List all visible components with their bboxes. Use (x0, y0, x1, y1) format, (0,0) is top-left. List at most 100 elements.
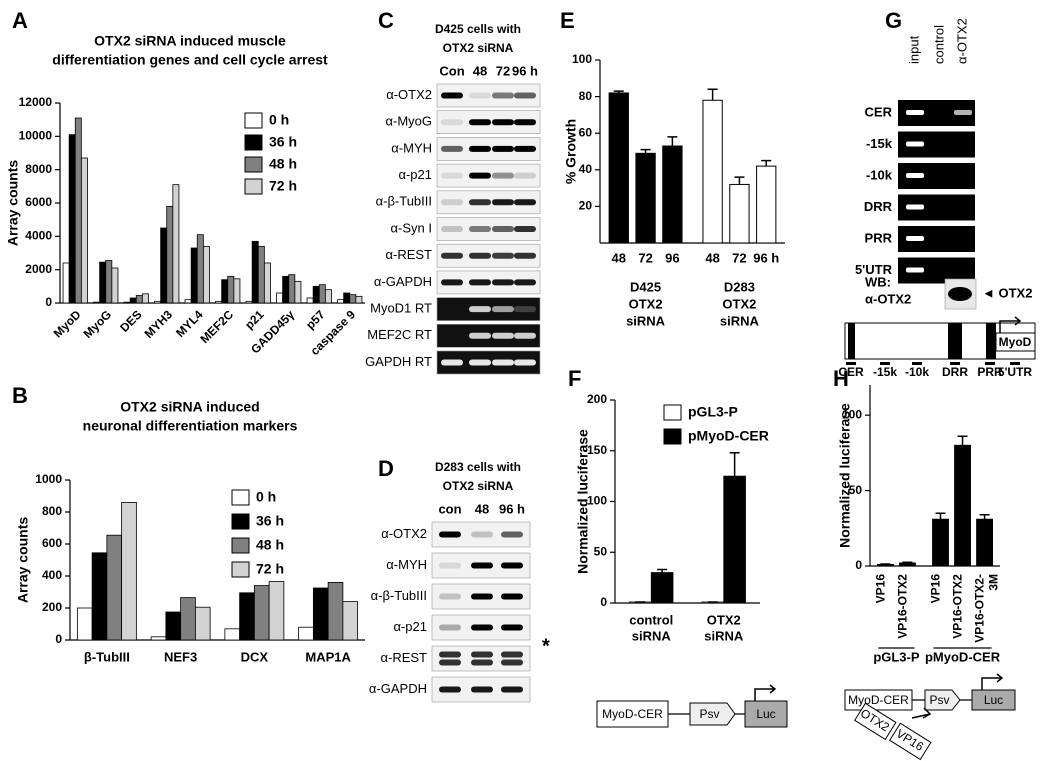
legend-label: 36 h (269, 134, 297, 150)
bar (294, 280, 302, 304)
y-tick-label: 2000 (25, 262, 52, 276)
band (439, 659, 461, 666)
x-tick-label: VP16-OTX2 (896, 574, 910, 639)
legend-swatch (244, 134, 263, 151)
band (439, 562, 461, 569)
band (492, 332, 514, 339)
bar (239, 592, 255, 641)
error-bar (979, 513, 990, 520)
probe (880, 362, 890, 365)
y-tick-label: 200 (587, 392, 607, 406)
construct-box (844, 689, 913, 711)
bar (233, 278, 241, 304)
band (441, 279, 463, 286)
band (501, 531, 523, 538)
bar (342, 601, 359, 641)
panel-letter: D (378, 456, 394, 481)
bar (135, 295, 143, 304)
bar (129, 297, 137, 304)
bar (74, 117, 82, 304)
bar (355, 295, 363, 304)
row-label: -15k (866, 136, 893, 151)
band (441, 199, 463, 206)
band (514, 172, 536, 179)
error-bar (640, 148, 651, 154)
row-label: α-p21 (393, 619, 427, 634)
x-tick-label: control (629, 612, 673, 627)
y-axis-label: Normalized luciferase (575, 429, 591, 574)
x-tick-label: VP16 (929, 574, 943, 604)
legend-swatch (244, 112, 263, 129)
band (514, 226, 536, 232)
y-tick-label: 60 (579, 125, 593, 139)
probe (1010, 362, 1020, 365)
y-tick-label: 4000 (25, 229, 52, 243)
row-label: MyoD1 RT (370, 301, 432, 316)
panel-letter: C (378, 8, 394, 33)
bar (224, 628, 241, 641)
wb-band-label: ◄ OTX2 (982, 285, 1032, 300)
legend-swatch (244, 156, 263, 173)
band (469, 226, 491, 232)
lane-label: 72 (496, 63, 510, 78)
blot-title: OTX2 siRNA (443, 41, 514, 55)
error-bar (729, 452, 740, 477)
bar (312, 587, 329, 641)
bar (756, 165, 777, 244)
error-bar (707, 88, 718, 101)
gene-box (995, 332, 1036, 352)
y-tick-label: 400 (42, 568, 62, 582)
group-label: siRNA (720, 313, 760, 328)
y-tick-label: 0 (855, 558, 862, 572)
row-label: α-β-TubIII (376, 194, 432, 209)
y-tick-label: 0 (45, 295, 52, 309)
band (469, 252, 491, 259)
x-tick-label: 48 (705, 250, 719, 265)
marker: * (542, 635, 550, 657)
x-tick-label: MAP1A (305, 649, 351, 664)
bar (324, 289, 332, 304)
bar (276, 292, 284, 304)
element (948, 323, 962, 359)
legend-label: pMyoD-CER (688, 428, 769, 444)
error-bar (667, 136, 678, 147)
y-tick-label: 150 (587, 443, 607, 457)
band (906, 173, 924, 178)
map-label: PRR (977, 365, 1003, 379)
band (439, 531, 461, 538)
bar (141, 293, 149, 304)
row-label: α-OTX2 (386, 87, 432, 102)
construct-label: MyoD-CER (848, 693, 909, 707)
x-tick-label: 96 h (753, 250, 779, 265)
bar (349, 294, 357, 304)
bar (121, 501, 137, 641)
bar (282, 275, 290, 304)
row-label: α-MyoG (385, 114, 432, 129)
band (471, 624, 493, 631)
panel-letter: E (560, 8, 575, 33)
band (469, 172, 491, 179)
x-tick-label: MyoD (51, 307, 84, 340)
legend-label: 36 h (256, 513, 284, 529)
bar (635, 152, 656, 244)
bar (245, 300, 253, 304)
bar (253, 585, 270, 641)
x-tick-label: VP16 (874, 574, 888, 604)
row-label: -10k (866, 167, 893, 182)
probe (950, 362, 960, 365)
y-tick-label: 20 (579, 199, 593, 213)
row-label: GAPDH RT (365, 354, 432, 369)
band (514, 279, 536, 286)
y-tick-label: 100 (842, 407, 862, 421)
band (471, 593, 493, 600)
band (471, 686, 493, 693)
probe (912, 362, 922, 365)
band (471, 531, 493, 538)
band (469, 279, 491, 286)
band (514, 199, 536, 206)
bar (318, 284, 326, 304)
y-axis-label: Array counts (5, 160, 21, 247)
band (441, 359, 463, 366)
promoter (689, 702, 736, 726)
band (469, 306, 491, 313)
